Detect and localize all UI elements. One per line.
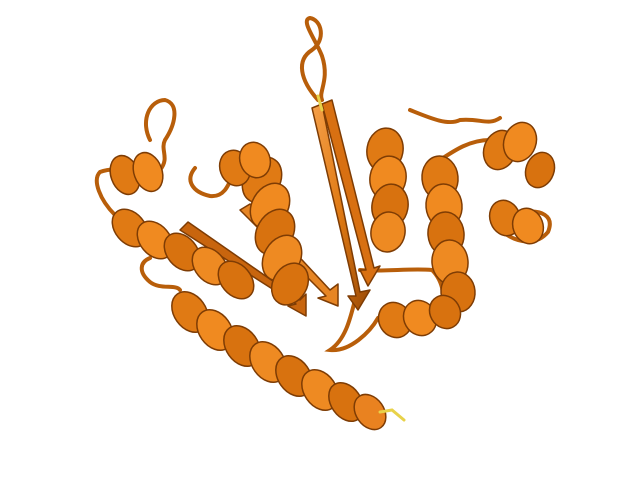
- loop-right-top: [410, 110, 500, 122]
- loop-right: [440, 140, 490, 160]
- loop-top: [302, 18, 325, 100]
- helix-far-right: [420, 155, 477, 314]
- loop-bottom-mid: [330, 300, 378, 350]
- helix-right: [363, 125, 411, 254]
- helix-bottom-right: [372, 290, 466, 344]
